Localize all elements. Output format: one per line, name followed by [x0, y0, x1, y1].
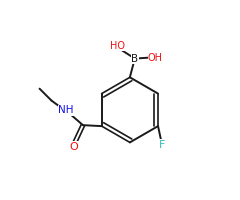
Text: HO: HO	[109, 41, 125, 51]
Text: NH: NH	[58, 105, 74, 115]
Text: OH: OH	[148, 53, 163, 63]
Text: B: B	[131, 54, 138, 64]
Text: F: F	[159, 140, 165, 150]
Text: O: O	[70, 142, 78, 152]
